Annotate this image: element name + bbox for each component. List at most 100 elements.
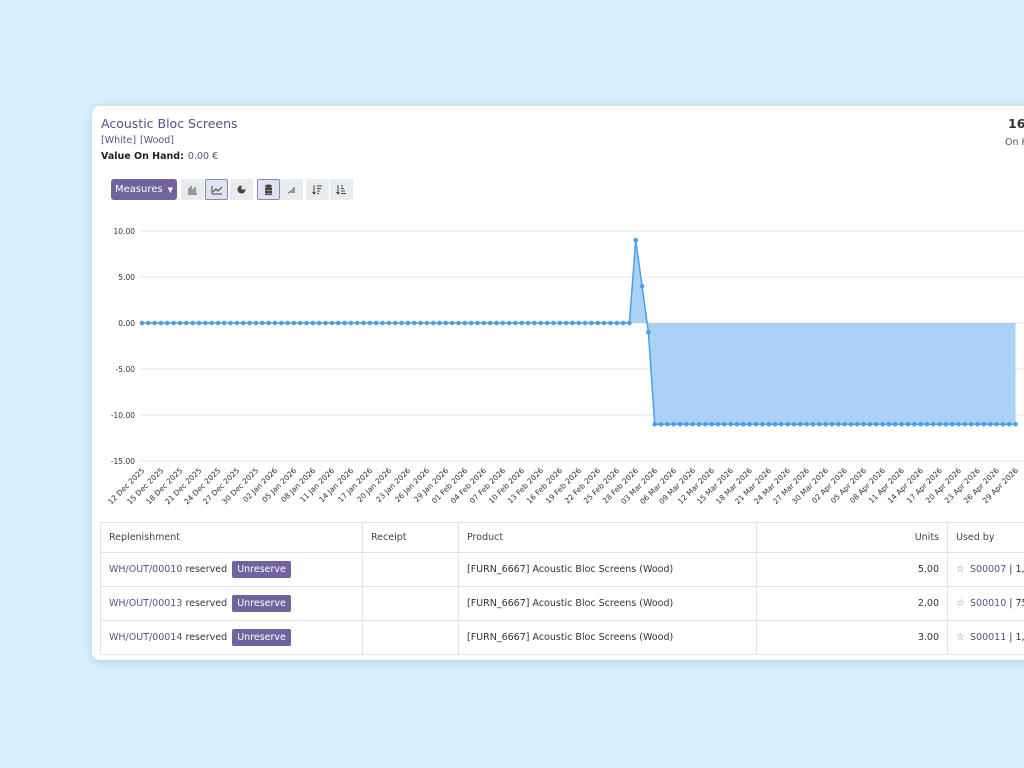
sort-asc-button[interactable]	[330, 179, 353, 200]
point	[823, 421, 828, 427]
value-label: Value On Hand:	[101, 151, 184, 162]
point	[487, 320, 493, 326]
y-tick-label: -10.00	[111, 411, 135, 420]
unreserve-button[interactable]: Unreserve	[232, 561, 291, 578]
caret: ▼	[167, 185, 174, 194]
point	[468, 320, 474, 326]
picking-link[interactable]: WH/OUT/00013	[109, 598, 183, 609]
receipt-cell	[362, 552, 459, 587]
unreserve-button[interactable]: Unreserve	[232, 595, 291, 612]
product-title[interactable]: Acoustic Bloc Screens	[101, 116, 238, 131]
point	[608, 320, 613, 326]
table-row[interactable]: WH/OUT/00010 reserved Unreserve [FURN_666…	[100, 552, 1024, 587]
sort-desc-button[interactable]	[306, 179, 329, 200]
point	[899, 421, 904, 427]
point	[873, 421, 879, 427]
point	[753, 421, 759, 427]
picking-link[interactable]: WH/OUT/00010	[109, 564, 183, 575]
point	[962, 421, 968, 427]
point	[418, 320, 423, 326]
star-icon[interactable]: ☆	[956, 598, 965, 609]
column-header[interactable]: Product	[458, 522, 757, 553]
unreserve-button[interactable]: Unreserve	[232, 629, 291, 646]
point	[589, 320, 594, 326]
table-row[interactable]: WH/OUT/00014 reserved Unreserve [FURN_666…	[100, 620, 1024, 655]
point	[146, 320, 151, 326]
bar-chart-button[interactable]	[181, 179, 204, 200]
point	[253, 320, 259, 326]
column-header[interactable]: Units	[756, 522, 948, 553]
measures-button[interactable]: Measures ▼	[111, 179, 177, 200]
point	[196, 320, 202, 326]
order-link[interactable]: S00010	[970, 598, 1007, 609]
point	[848, 421, 854, 427]
point	[905, 421, 911, 427]
point	[221, 320, 227, 326]
point	[367, 320, 373, 326]
icon	[237, 185, 246, 194]
point	[354, 320, 360, 326]
point	[949, 421, 955, 427]
point	[627, 320, 632, 326]
point	[760, 421, 765, 427]
point	[791, 421, 797, 427]
cumulative-button[interactable]	[280, 179, 303, 200]
y-tick-label: 5.00	[118, 273, 135, 282]
y-tick-label: 10.00	[114, 227, 136, 236]
replenishment-cell: WH/OUT/00010 reserved Unreserve	[100, 552, 363, 587]
point	[639, 283, 645, 289]
point	[779, 421, 784, 427]
stock-card: Acoustic Bloc Screens [White] [Wood] Valu…	[92, 106, 1024, 660]
point	[880, 421, 885, 427]
point	[532, 320, 537, 326]
point	[1006, 421, 1012, 427]
point	[943, 421, 949, 427]
column-header[interactable]: Receipt	[362, 522, 459, 553]
point	[158, 320, 164, 326]
point	[696, 421, 702, 427]
icon	[288, 187, 295, 194]
replenishment-cell: WH/OUT/00013 reserved Unreserve	[100, 586, 363, 621]
star-icon[interactable]: ☆	[956, 564, 965, 575]
order-detail: | 1,70	[1009, 564, 1024, 575]
column-header[interactable]: Used by	[947, 522, 1024, 553]
point	[449, 320, 455, 326]
point	[430, 320, 436, 326]
point	[544, 320, 550, 326]
point	[316, 320, 322, 326]
pie-chart-button[interactable]	[230, 179, 253, 200]
order-link[interactable]: S00007	[970, 564, 1007, 575]
icon	[188, 186, 197, 195]
replenishment-cell: WH/OUT/00014 reserved Unreserve	[100, 620, 363, 655]
point	[392, 320, 398, 326]
attribute: [Wood]	[140, 135, 174, 146]
point	[361, 320, 366, 326]
units-cell: 2.00	[756, 586, 948, 621]
line-chart-button[interactable]	[205, 179, 228, 200]
point	[994, 421, 999, 427]
point	[215, 320, 221, 326]
attributes: [White] [Wood]	[101, 135, 178, 146]
point	[203, 320, 208, 326]
point	[703, 421, 708, 427]
order-link[interactable]: S00011	[970, 632, 1007, 643]
point	[968, 421, 974, 427]
product-cell: [FURN_6667] Acoustic Bloc Screens (Wood)	[458, 586, 757, 621]
point	[240, 320, 246, 326]
used-by-cell: ☆ S00010 | 751	[947, 586, 1024, 621]
point	[310, 320, 316, 326]
stat-label: On H	[1005, 137, 1024, 148]
star-icon[interactable]: ☆	[956, 632, 965, 643]
table-row[interactable]: WH/OUT/00013 reserved Unreserve [FURN_666…	[100, 586, 1024, 621]
point	[1013, 421, 1018, 427]
point	[329, 320, 335, 326]
column-header[interactable]: Replenishment	[100, 522, 363, 553]
point	[892, 421, 898, 427]
product: [FURN_6667] Acoustic Bloc Screens (Wood)	[467, 564, 674, 575]
point	[956, 421, 961, 427]
point	[842, 421, 847, 427]
picking-link[interactable]: WH/OUT/00014	[109, 632, 183, 643]
stacked-button[interactable]	[257, 179, 280, 200]
point	[677, 421, 683, 427]
point	[570, 320, 575, 326]
